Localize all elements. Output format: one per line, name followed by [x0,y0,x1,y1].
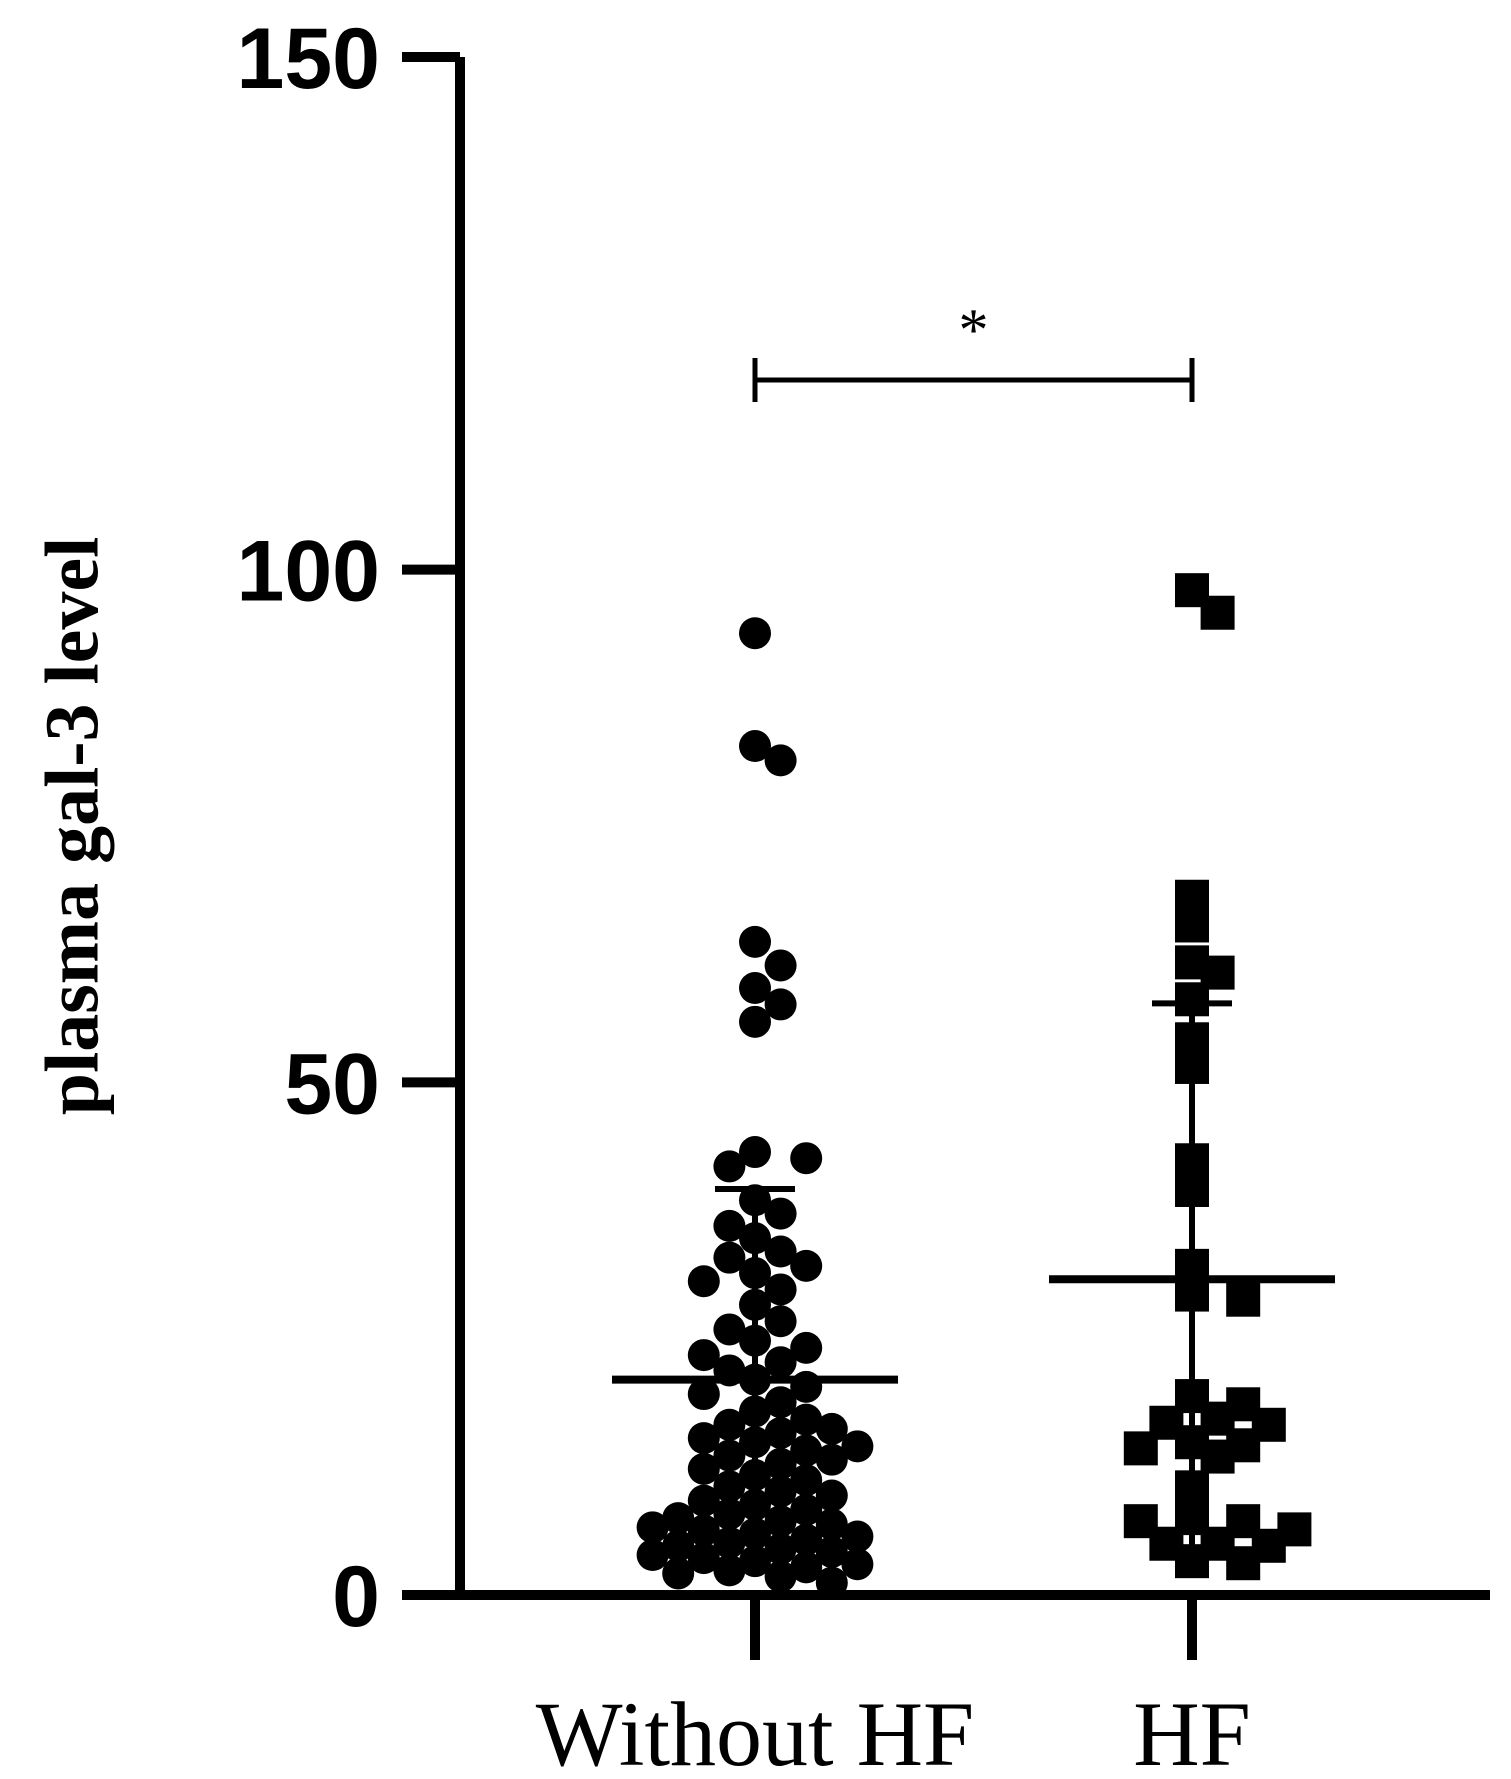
point [764,1305,797,1338]
point [815,1535,848,1568]
point [687,1265,720,1298]
point [764,1475,797,1508]
point [841,1548,874,1581]
y-tick-label: 100 [237,524,381,620]
point [790,1551,823,1584]
point [713,1241,746,1274]
point [764,1416,797,1449]
point [739,972,771,1005]
point [662,1557,695,1590]
point [636,1511,669,1544]
point [1175,908,1209,943]
point [687,1339,720,1372]
point [713,1526,746,1559]
point [1226,1546,1261,1581]
point [841,1430,874,1463]
point [713,1439,746,1472]
point [815,1508,848,1541]
point [764,1197,797,1230]
point [1175,879,1209,914]
point [713,1150,746,1183]
y-tick-label: 50 [284,1036,380,1132]
point [790,1249,823,1282]
point [739,1005,771,1038]
point [687,1452,720,1485]
point [790,1493,823,1526]
point [1226,1282,1261,1317]
point [764,1235,797,1268]
point [713,1497,746,1530]
x-tick-label: HF [1133,1683,1251,1779]
point [687,1484,720,1517]
point [790,1403,823,1436]
point [1123,1431,1158,1466]
point [764,1505,797,1538]
point [764,1386,797,1419]
point [815,1479,848,1512]
point [636,1539,669,1572]
point [739,1136,771,1169]
point [739,925,771,958]
point [764,988,797,1021]
point [815,1412,848,1445]
point [713,1408,746,1441]
point [739,730,771,763]
point [713,1209,746,1242]
point [764,744,797,777]
point [790,1331,823,1364]
point [713,1470,746,1503]
point [1200,1439,1235,1474]
point [764,1273,797,1306]
point [841,1520,874,1553]
point [790,1523,823,1556]
point [687,1514,720,1547]
point [764,949,797,982]
point [790,1464,823,1497]
x-tick-label: Without HF [536,1683,974,1779]
point [662,1529,695,1562]
point [815,1443,848,1476]
point [790,1434,823,1467]
point [764,1346,797,1379]
point [790,1142,823,1175]
point [815,1566,848,1599]
point [764,1532,797,1565]
point [662,1502,695,1535]
y-axis-label: plasma gal-3 level [30,537,114,1115]
y-tick-label: 150 [237,11,381,107]
point [764,1447,797,1480]
y-tick-label: 0 [332,1549,380,1645]
point [713,1313,746,1346]
point [687,1378,720,1411]
point [764,1560,797,1593]
point [687,1422,720,1455]
point [687,1542,720,1575]
point [739,617,771,650]
point [1200,595,1235,630]
significance-label: * [959,297,989,363]
